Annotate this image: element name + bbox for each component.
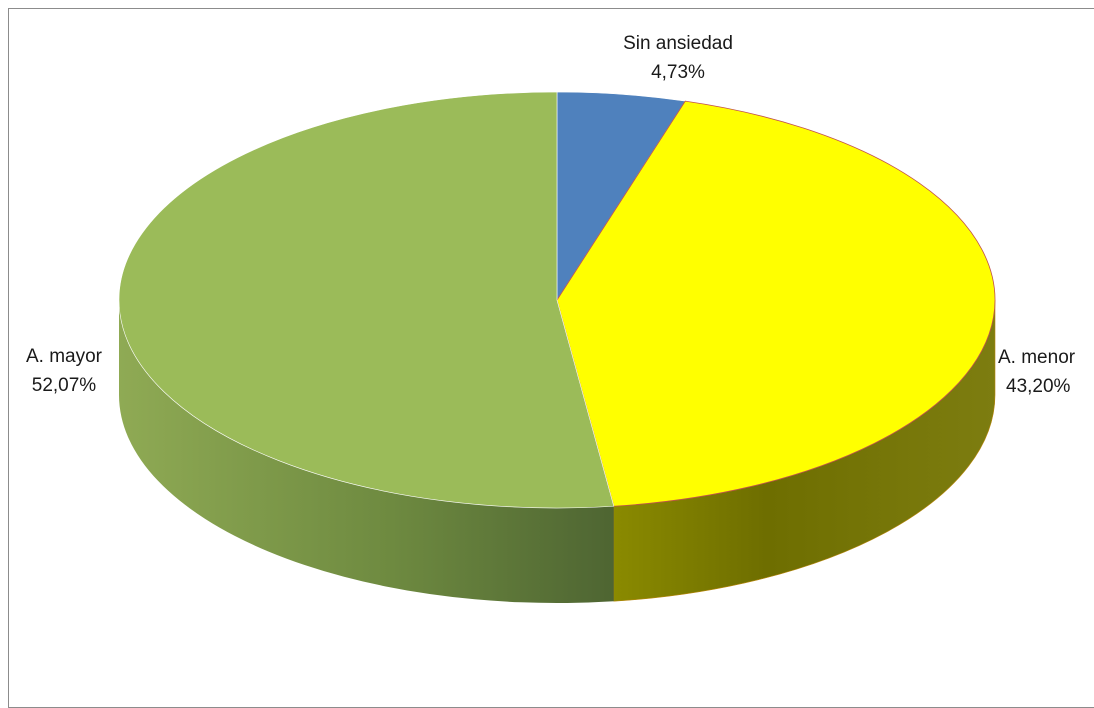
slice-value-a-mayor: 52,07% bbox=[32, 375, 97, 396]
slice-a-mayor bbox=[118, 91, 615, 509]
slice-label-sin-ansiedad: Sin ansiedad bbox=[623, 33, 733, 54]
slice-label-a-menor: A. menor bbox=[998, 347, 1076, 368]
slice-value-a-menor: 43,20% bbox=[1006, 376, 1071, 397]
slice-side-a-mayor bbox=[119, 300, 614, 603]
slice-label-a-mayor: A. mayor bbox=[26, 346, 103, 367]
slice-a-menor bbox=[556, 100, 996, 507]
slice-value-sin-ansiedad: 4,73% bbox=[651, 62, 705, 83]
pie-chart: Sin ansiedad 4,73% A. menor 43,20% A. ma… bbox=[26, 33, 1076, 603]
